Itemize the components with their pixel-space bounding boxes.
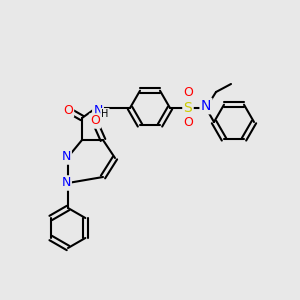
Text: O: O <box>63 103 73 116</box>
Text: O: O <box>90 115 100 128</box>
Text: O: O <box>183 116 193 130</box>
Text: N: N <box>61 176 71 190</box>
Text: O: O <box>183 86 193 100</box>
Text: N: N <box>61 151 71 164</box>
Text: N: N <box>93 104 103 118</box>
Text: N: N <box>201 99 211 113</box>
Text: S: S <box>184 101 192 115</box>
Text: H: H <box>101 109 109 119</box>
